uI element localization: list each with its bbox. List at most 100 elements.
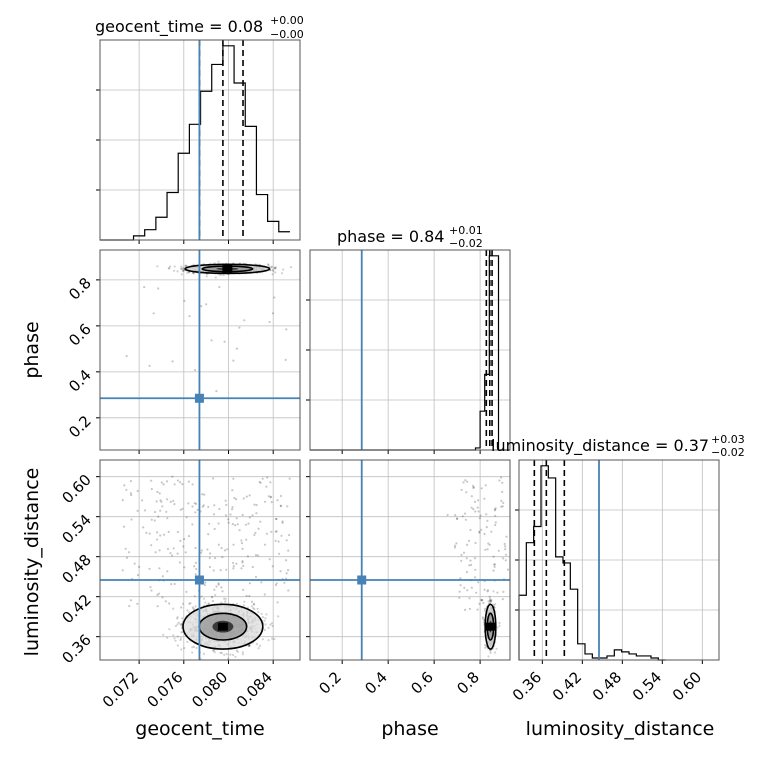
sample-point xyxy=(150,544,153,547)
sample-point xyxy=(213,513,216,516)
tick-label-x: 0.072 xyxy=(99,668,142,711)
sample-point xyxy=(128,551,131,554)
title-geocent-time: geocent_time = 0.08 +0.00 −0.00 xyxy=(95,14,304,41)
panel-scatter-geocent-time-luminosity-distance: 0.072 0.076 0.080 0.084 0.36 0.42 0.48 0.54 0.60 xyxy=(58,459,301,711)
sample-point xyxy=(227,518,230,521)
sample-point xyxy=(211,595,214,599)
sample-point xyxy=(490,530,493,533)
sample-point xyxy=(156,490,159,493)
sample-point xyxy=(180,273,183,276)
sample-point xyxy=(473,500,477,503)
sample-point xyxy=(241,653,244,656)
sample-point xyxy=(248,644,251,647)
sample-point xyxy=(145,531,148,535)
sample-point xyxy=(467,539,471,543)
sample-point xyxy=(232,477,235,480)
sample-point xyxy=(278,552,281,555)
sample-point xyxy=(221,556,224,559)
sample-point xyxy=(194,561,197,564)
sample-point xyxy=(182,269,185,272)
panel-hist-phase xyxy=(306,249,511,454)
sample-point xyxy=(258,644,262,648)
panel-border xyxy=(309,249,511,451)
density-peak xyxy=(222,264,233,273)
sample-point xyxy=(269,623,272,626)
sample-point xyxy=(176,616,179,619)
sample-point xyxy=(279,504,282,508)
sample-point xyxy=(160,481,163,484)
sample-point xyxy=(263,593,266,596)
sample-point xyxy=(513,522,515,524)
sample-point xyxy=(273,266,276,269)
tick-label-x: 0.36 xyxy=(509,668,545,704)
sample-point xyxy=(468,597,471,600)
sample-point xyxy=(194,502,198,505)
sample-point xyxy=(188,611,191,614)
sample-point xyxy=(194,511,197,514)
sample-point xyxy=(136,509,139,512)
sample-point xyxy=(182,545,185,548)
tick-label-x: 0.42 xyxy=(549,668,585,704)
sample-point xyxy=(219,651,222,654)
sample-point xyxy=(195,567,198,571)
sample-point xyxy=(468,564,471,567)
sample-point xyxy=(477,581,480,584)
sample-point xyxy=(205,303,208,306)
sample-point xyxy=(181,269,184,273)
sample-point xyxy=(263,543,266,546)
sample-point xyxy=(187,502,190,505)
sample-point xyxy=(482,601,485,605)
sample-point xyxy=(166,636,169,639)
sample-point xyxy=(165,480,169,483)
sample-point xyxy=(176,644,179,647)
title-luminosity-distance-upper: +0.03 xyxy=(711,433,745,446)
sample-point xyxy=(212,649,215,652)
sample-point xyxy=(240,539,243,542)
title-luminosity-distance: luminosity_distance = 0.37 +0.03 −0.02 xyxy=(491,433,745,459)
tick-label-x: 0.4 xyxy=(361,668,391,698)
sample-point xyxy=(257,647,260,650)
sample-point xyxy=(248,594,251,598)
sample-point xyxy=(169,265,172,268)
sample-point xyxy=(481,616,484,619)
sample-point xyxy=(193,369,197,372)
sample-point xyxy=(207,533,210,536)
panel-border xyxy=(309,459,511,661)
sample-point xyxy=(213,527,216,531)
ylabel-phase: phase xyxy=(21,321,43,378)
sample-point xyxy=(272,269,275,272)
sample-point xyxy=(176,530,180,534)
tick-label-y: 0.2 xyxy=(65,412,95,442)
sample-point xyxy=(232,567,235,570)
sample-point xyxy=(460,553,463,557)
sample-point xyxy=(241,651,244,654)
sample-point xyxy=(186,640,189,644)
tick-label-y: 0.6 xyxy=(65,320,95,350)
sample-point xyxy=(464,479,467,482)
xlabel-phase: phase xyxy=(381,718,438,740)
tick-label-x: 0.54 xyxy=(629,668,665,704)
sample-point xyxy=(488,597,492,600)
xlabel-geocent-time: geocent_time xyxy=(135,718,264,740)
sample-point xyxy=(270,530,273,533)
sample-point xyxy=(217,583,220,586)
sample-point xyxy=(184,265,187,268)
tick-label-x: 0.8 xyxy=(453,668,483,698)
sample-point xyxy=(462,551,466,554)
sample-point xyxy=(462,481,465,484)
sample-point xyxy=(276,499,279,502)
sample-point xyxy=(217,582,220,585)
sample-point xyxy=(185,516,188,519)
sample-point xyxy=(158,567,161,570)
sample-point xyxy=(129,492,132,495)
sample-point xyxy=(277,615,280,618)
sample-point xyxy=(221,590,224,593)
sample-point xyxy=(206,548,209,551)
sample-point xyxy=(471,484,475,487)
sample-point xyxy=(181,483,184,486)
sample-point xyxy=(484,643,487,647)
sample-point xyxy=(185,264,188,267)
sample-point xyxy=(468,607,471,611)
sample-point xyxy=(481,599,484,602)
truth-marker xyxy=(357,575,367,585)
